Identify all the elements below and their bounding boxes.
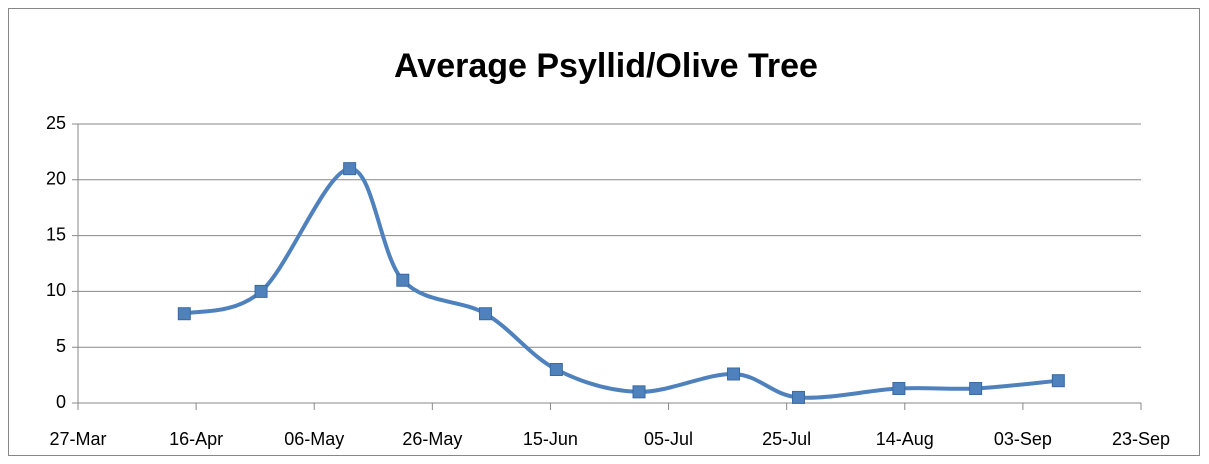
- marker: [343, 162, 357, 176]
- x-tick-label: 03-Sep: [994, 429, 1052, 449]
- marker: [727, 367, 741, 381]
- y-tick-label: 15: [46, 224, 66, 244]
- x-tick-label: 16-Apr: [169, 429, 223, 449]
- marker: [254, 284, 268, 298]
- x-tick-label: 14-Aug: [876, 429, 934, 449]
- y-tick-label: 25: [46, 113, 66, 133]
- x-tick-label: 26-May: [402, 429, 462, 449]
- chart-title: Average Psyllid/Olive Tree: [394, 47, 818, 85]
- marker: [177, 307, 191, 321]
- marker: [478, 307, 492, 321]
- marker: [549, 363, 563, 377]
- marker: [892, 381, 906, 395]
- x-tick-label: 25-Jul: [762, 429, 811, 449]
- y-tick-label: 0: [56, 392, 66, 412]
- marker: [791, 390, 805, 404]
- y-tick-label: 10: [46, 280, 66, 300]
- marker: [632, 385, 646, 399]
- chart-border: [8, 8, 1200, 456]
- x-tick-label: 06-May: [284, 429, 344, 449]
- marker: [969, 381, 983, 395]
- marker: [396, 273, 410, 287]
- x-tick-label: 15-Jun: [523, 429, 578, 449]
- marker: [1051, 374, 1065, 388]
- y-tick-label: 20: [46, 169, 66, 189]
- y-tick-label: 5: [56, 336, 66, 356]
- x-tick-label: 05-Jul: [644, 429, 693, 449]
- x-tick-label: 27-Mar: [49, 429, 106, 449]
- x-tick-label: 23-Sep: [1112, 429, 1170, 449]
